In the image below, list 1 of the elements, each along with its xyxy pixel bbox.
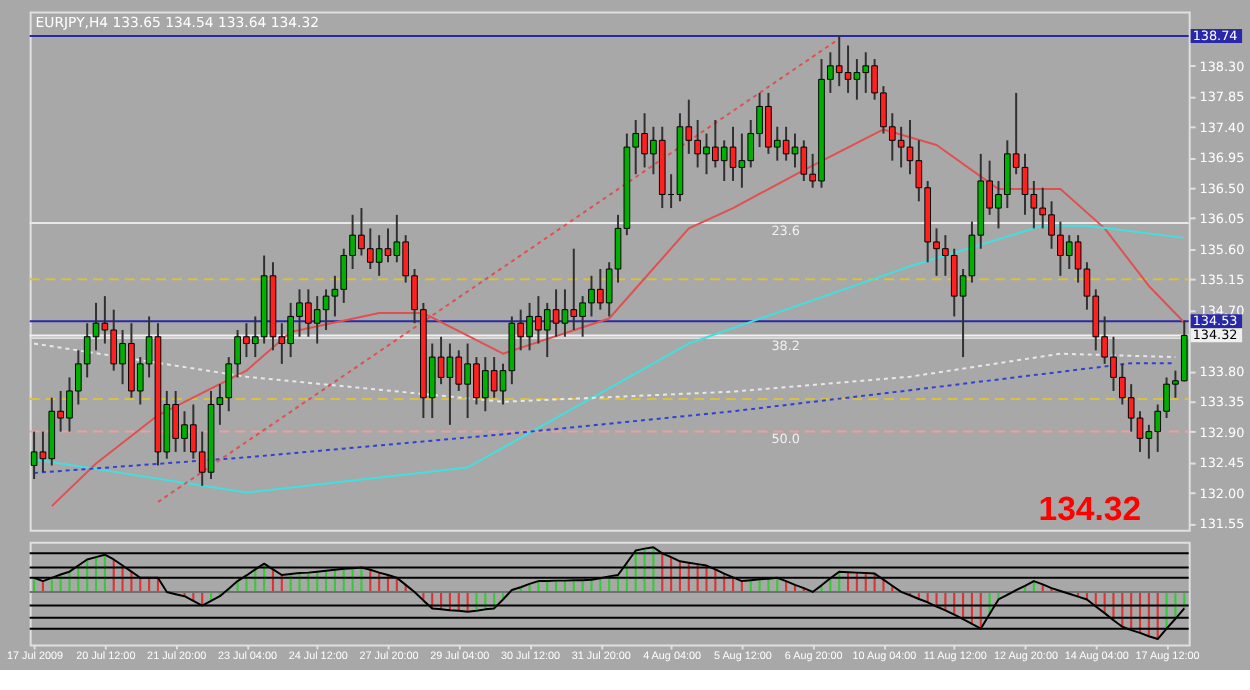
annotation: 134.32 <box>1038 489 1142 528</box>
